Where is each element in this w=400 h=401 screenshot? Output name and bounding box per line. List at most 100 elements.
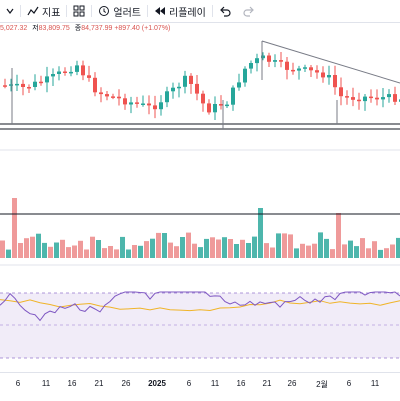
- volume-bar: [324, 238, 329, 258]
- candle-body: [21, 83, 25, 87]
- undo-button[interactable]: [213, 0, 237, 22]
- volume-bar: [258, 208, 263, 258]
- volume-bar: [312, 243, 317, 258]
- indicators-button[interactable]: 지표: [21, 0, 66, 22]
- replay-label: 리플레이: [169, 7, 206, 19]
- chart-canvas[interactable]: [0, 0, 400, 372]
- candle-body: [309, 67, 313, 71]
- candle-body: [261, 55, 265, 59]
- low-value: 83,809.75: [38, 25, 70, 32]
- toolbar-divider: [66, 5, 68, 17]
- time-axis[interactable]: 6 11 16 21 26 2025 6 11 16 21 26 2월 6 11: [0, 372, 400, 401]
- rsi-line: [0, 291, 400, 322]
- volume-bar: [228, 239, 233, 258]
- volume-bar: [330, 249, 335, 258]
- candle-body: [369, 96, 373, 99]
- volume-bar: [240, 239, 245, 258]
- candle-body: [123, 98, 127, 105]
- undo-icon: [219, 6, 231, 17]
- volume-bar: [54, 242, 59, 258]
- chevron-down-icon: [6, 8, 14, 14]
- layout-button[interactable]: [67, 0, 91, 22]
- candle-body: [87, 75, 91, 78]
- volume-bar: [336, 213, 341, 258]
- candle-body: [147, 103, 151, 106]
- volume-bar: [138, 245, 143, 258]
- toolbar-divider: [20, 5, 21, 17]
- volume-bar: [198, 247, 203, 258]
- candle-body: [15, 83, 19, 86]
- volume-pane[interactable]: [0, 198, 400, 258]
- low-label: 저: [32, 25, 39, 32]
- redo-button[interactable]: [237, 0, 261, 22]
- volume-bar: [192, 243, 197, 258]
- time-axis-tick: 21: [94, 379, 104, 388]
- candle-body: [375, 97, 379, 100]
- time-axis-tick: 6: [186, 379, 192, 388]
- time-axis-tick: 2월: [316, 380, 328, 389]
- alert-button[interactable]: 얼러트: [92, 0, 147, 22]
- candle-body: [117, 96, 121, 99]
- volume-bar: [126, 249, 131, 258]
- open-value: 5,027.32: [0, 25, 28, 32]
- alert-icon: [99, 6, 110, 16]
- timeframe-dropdown[interactable]: [0, 0, 20, 22]
- toolbar-divider: [147, 5, 149, 17]
- candle-body: [63, 71, 67, 73]
- volume-bar: [270, 247, 275, 258]
- volume-bar: [366, 248, 371, 258]
- candle-body: [351, 97, 355, 100]
- indicators-label: 지표: [42, 7, 61, 19]
- volume-bar: [78, 240, 83, 258]
- candle-body: [141, 103, 145, 105]
- replay-button[interactable]: 리플레이: [148, 0, 212, 22]
- candle-body: [189, 75, 193, 84]
- candle-body: [363, 96, 367, 102]
- volume-bar: [108, 246, 113, 258]
- close-value: 84,737.99: [81, 25, 113, 32]
- volume-bar: [264, 243, 269, 258]
- volume-bar: [30, 236, 35, 258]
- volume-bar: [6, 249, 11, 258]
- volume-bar: [90, 236, 95, 258]
- volume-bar: [384, 248, 389, 258]
- rsi-pane[interactable]: [0, 291, 400, 359]
- time-axis-tick: 26: [121, 379, 131, 388]
- candle-body: [33, 81, 37, 87]
- volume-bar: [72, 245, 77, 258]
- candle-body: [213, 104, 217, 113]
- volume-bar: [102, 248, 107, 258]
- indicator-icon: [27, 6, 39, 16]
- volume-bar: [222, 237, 227, 258]
- candle-body: [249, 63, 253, 69]
- volume-bar: [378, 249, 383, 258]
- volume-bar: [18, 243, 23, 258]
- time-axis-tick: 11: [41, 379, 51, 388]
- candle-body: [237, 82, 241, 88]
- volume-bar: [36, 233, 41, 258]
- candle-body: [69, 71, 73, 74]
- volume-bar: [144, 241, 149, 258]
- volume-bar: [96, 240, 101, 258]
- grid-layout-icon: [73, 5, 85, 17]
- volume-bar: [216, 239, 221, 258]
- volume-bar: [348, 240, 353, 258]
- ohlc-legend: 5,027.32 저83,809.75 종84,737.99 +897.40 (…: [0, 23, 170, 33]
- time-axis-tick: 11: [370, 379, 380, 388]
- candle-body: [339, 87, 343, 97]
- candle-body: [39, 81, 43, 84]
- volume-bar: [150, 238, 155, 258]
- candle-body: [303, 67, 307, 69]
- volume-bar: [390, 244, 395, 258]
- candle-body: [393, 94, 397, 102]
- volume-bar: [12, 198, 17, 258]
- volume-bar: [342, 244, 347, 258]
- candle-body: [135, 102, 139, 104]
- volume-bar: [210, 237, 215, 258]
- volume-bar: [48, 246, 53, 258]
- volume-bar: [162, 233, 167, 258]
- price-pane[interactable]: [0, 40, 400, 266]
- time-axis-tick: 11: [210, 379, 220, 388]
- candle-body: [273, 60, 277, 62]
- candle-body: [327, 75, 331, 78]
